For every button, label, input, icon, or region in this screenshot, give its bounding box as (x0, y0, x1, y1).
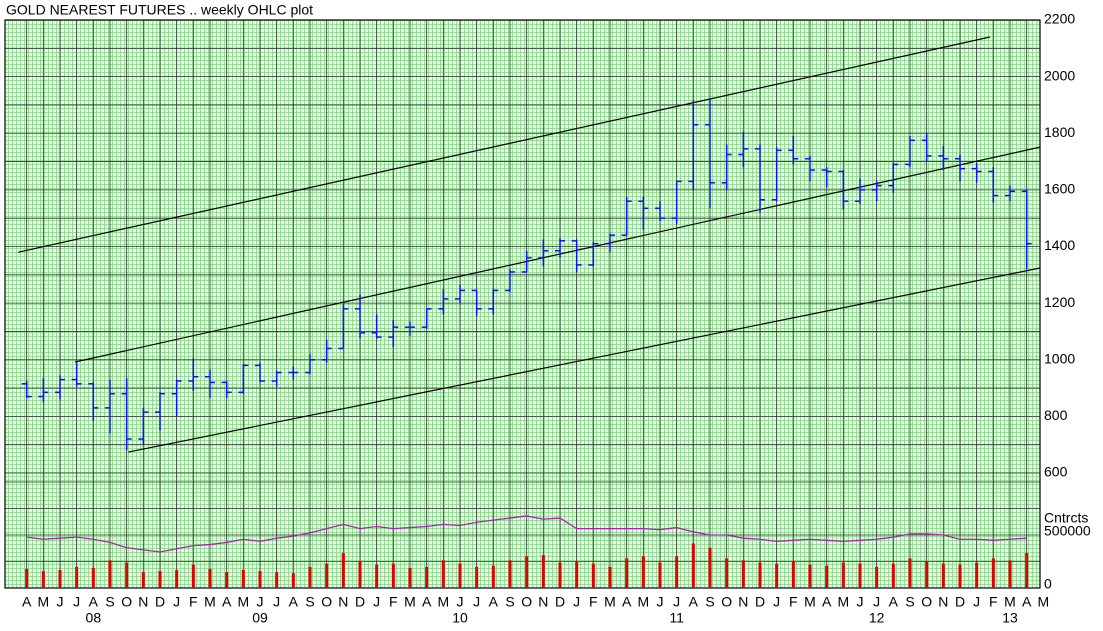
x-tick-label: M (604, 594, 616, 610)
x-tick-label: J (473, 594, 480, 610)
x-tick-label: O (721, 594, 732, 610)
x-tick-label: O (521, 594, 532, 610)
x-tick-label: J (57, 594, 64, 610)
x-tick-label: A (22, 594, 32, 610)
x-tick-label: M (637, 594, 649, 610)
y-tick-label: 1600 (1044, 181, 1075, 197)
y-tick-label: 2200 (1044, 11, 1075, 27)
year-label: 10 (452, 610, 468, 626)
x-tick-label: S (705, 594, 714, 610)
y2-tick-label: 500000 (1044, 523, 1091, 539)
year-label: 11 (669, 610, 684, 626)
x-tick-label: M (804, 594, 816, 610)
x-tick-label: A (489, 594, 499, 610)
trend-line (18, 36, 991, 253)
x-tick-label: A (1022, 594, 1032, 610)
x-tick-label: A (289, 594, 299, 610)
y-tick-label: 2000 (1044, 67, 1075, 83)
x-tick-label: D (755, 594, 765, 610)
x-tick-label: S (505, 594, 514, 610)
trend-line (128, 267, 1041, 453)
x-tick-label: A (89, 594, 99, 610)
x-tick-label: S (105, 594, 114, 610)
trend-line (74, 146, 1041, 363)
x-tick-label: F (189, 594, 198, 610)
open-interest-line (26, 515, 1027, 553)
x-tick-label: J (457, 594, 464, 610)
year-label: 09 (252, 610, 268, 626)
y2-axis-label: Cntrcts (1044, 510, 1088, 526)
x-tick-label: J (773, 594, 780, 610)
x-tick-label: M (837, 594, 849, 610)
x-tick-label: J (873, 594, 880, 610)
x-tick-label: J (573, 594, 580, 610)
x-tick-label: A (222, 594, 232, 610)
x-tick-label: A (689, 594, 699, 610)
x-tick-label: O (921, 594, 932, 610)
x-tick-label: O (321, 594, 332, 610)
plot-frame (4, 19, 1041, 589)
x-tick-label: J (973, 594, 980, 610)
year-label: 12 (869, 610, 885, 626)
x-tick-label: J (857, 594, 864, 610)
x-tick-label: A (889, 594, 899, 610)
x-tick-label: N (938, 594, 948, 610)
x-tick-label: J (73, 594, 80, 610)
x-tick-label: O (121, 594, 132, 610)
y-tick-label: 600 (1044, 464, 1068, 480)
y-tick-label: 1400 (1044, 237, 1075, 253)
x-tick-label: N (338, 594, 348, 610)
x-tick-label: A (422, 594, 432, 610)
x-tick-label: S (905, 594, 914, 610)
x-tick-label: M (37, 594, 49, 610)
x-tick-label: M (237, 594, 249, 610)
x-tick-label: M (1004, 594, 1016, 610)
x-tick-label: M (437, 594, 449, 610)
y-tick-label: 1800 (1044, 124, 1075, 140)
year-label: 08 (86, 610, 102, 626)
y-tick-label: 1000 (1044, 350, 1075, 366)
x-tick-label: A (822, 594, 832, 610)
x-tick-label: D (155, 594, 165, 610)
x-tick-label: J (257, 594, 264, 610)
x-tick-label: J (373, 594, 380, 610)
x-tick-label: F (389, 594, 398, 610)
chart-title: GOLD NEAREST FUTURES .. weekly OHLC plot (6, 2, 313, 18)
x-tick-label: J (657, 594, 664, 610)
year-label: 13 (1002, 610, 1018, 626)
y2-tick-label: 0 (1044, 576, 1052, 592)
x-tick-label: N (538, 594, 548, 610)
x-tick-label: N (138, 594, 148, 610)
x-tick-label: J (273, 594, 280, 610)
plot-background (5, 20, 1040, 588)
x-tick-label: N (738, 594, 748, 610)
y-tick-label: 1200 (1044, 294, 1075, 310)
x-tick-label: J (173, 594, 180, 610)
x-tick-label: D (955, 594, 965, 610)
x-tick-label: M (204, 594, 216, 610)
x-tick-label: D (555, 594, 565, 610)
y-tick-label: 800 (1044, 407, 1068, 423)
x-tick-label: S (305, 594, 314, 610)
x-tick-label: D (355, 594, 365, 610)
x-tick-label: M (404, 594, 416, 610)
x-tick-label: J (673, 594, 680, 610)
x-tick-label: F (589, 594, 598, 610)
x-tick-label: F (989, 594, 998, 610)
x-tick-label: M (1037, 594, 1049, 610)
x-tick-label: A (622, 594, 632, 610)
x-tick-label: F (789, 594, 798, 610)
